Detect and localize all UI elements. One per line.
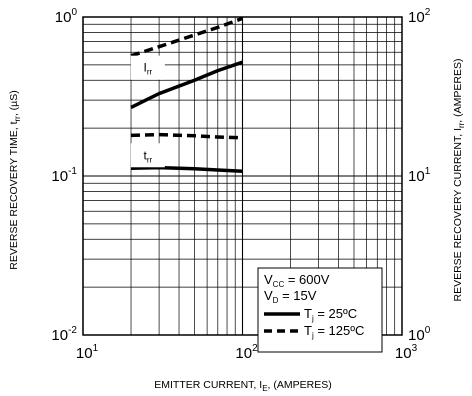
series-line-right-dashed <box>130 16 244 58</box>
svg-text:Irr: Irr <box>144 61 153 77</box>
x-axis-label: EMITTER CURRENT, IE, (AMPERES) <box>154 379 331 393</box>
legend-header-vcc: VCC = 600V <box>264 272 330 289</box>
y-right-tick-label: 101 <box>408 166 431 185</box>
y-axis-label-left: REVERSE RECOVERY TIME, trr, (µS) <box>8 90 22 269</box>
annotation-trr: trr <box>130 143 165 168</box>
legend-header-vd: VD = 15V <box>264 288 317 305</box>
plot-frame <box>82 16 403 336</box>
y-left-tick-label: 100 <box>55 7 78 26</box>
legend-box <box>257 267 383 353</box>
annotation-irr: Irr <box>130 55 165 80</box>
y-right-tick-label: 102 <box>408 7 431 26</box>
y-left-tick-label: 10-2 <box>51 325 77 344</box>
x-tick-label: 103 <box>395 343 418 362</box>
series-line-left-solid <box>130 165 243 174</box>
x-tick-label: 102 <box>235 343 258 362</box>
y-left-tick-label: 10-1 <box>51 166 77 185</box>
svg-text:trr: trr <box>144 148 153 164</box>
x-tick-label: 101 <box>76 343 99 362</box>
series-layer <box>130 16 244 174</box>
legend: VCC = 600V VD = 15V Tj = 25ºC Tj = 125ºC <box>257 267 383 353</box>
y-right-tick-label: 100 <box>408 325 431 344</box>
series-line-left-dashed <box>130 132 243 140</box>
legend-entry-25c: Tj = 25ºC <box>304 306 357 323</box>
legend-entry-125c: Tj = 125ºC <box>304 323 364 340</box>
series-line-right-solid <box>130 60 244 109</box>
y-axis-label-right: REVERSE RECOVERY CURRENT, Irr, (AMPERES) <box>452 58 466 301</box>
